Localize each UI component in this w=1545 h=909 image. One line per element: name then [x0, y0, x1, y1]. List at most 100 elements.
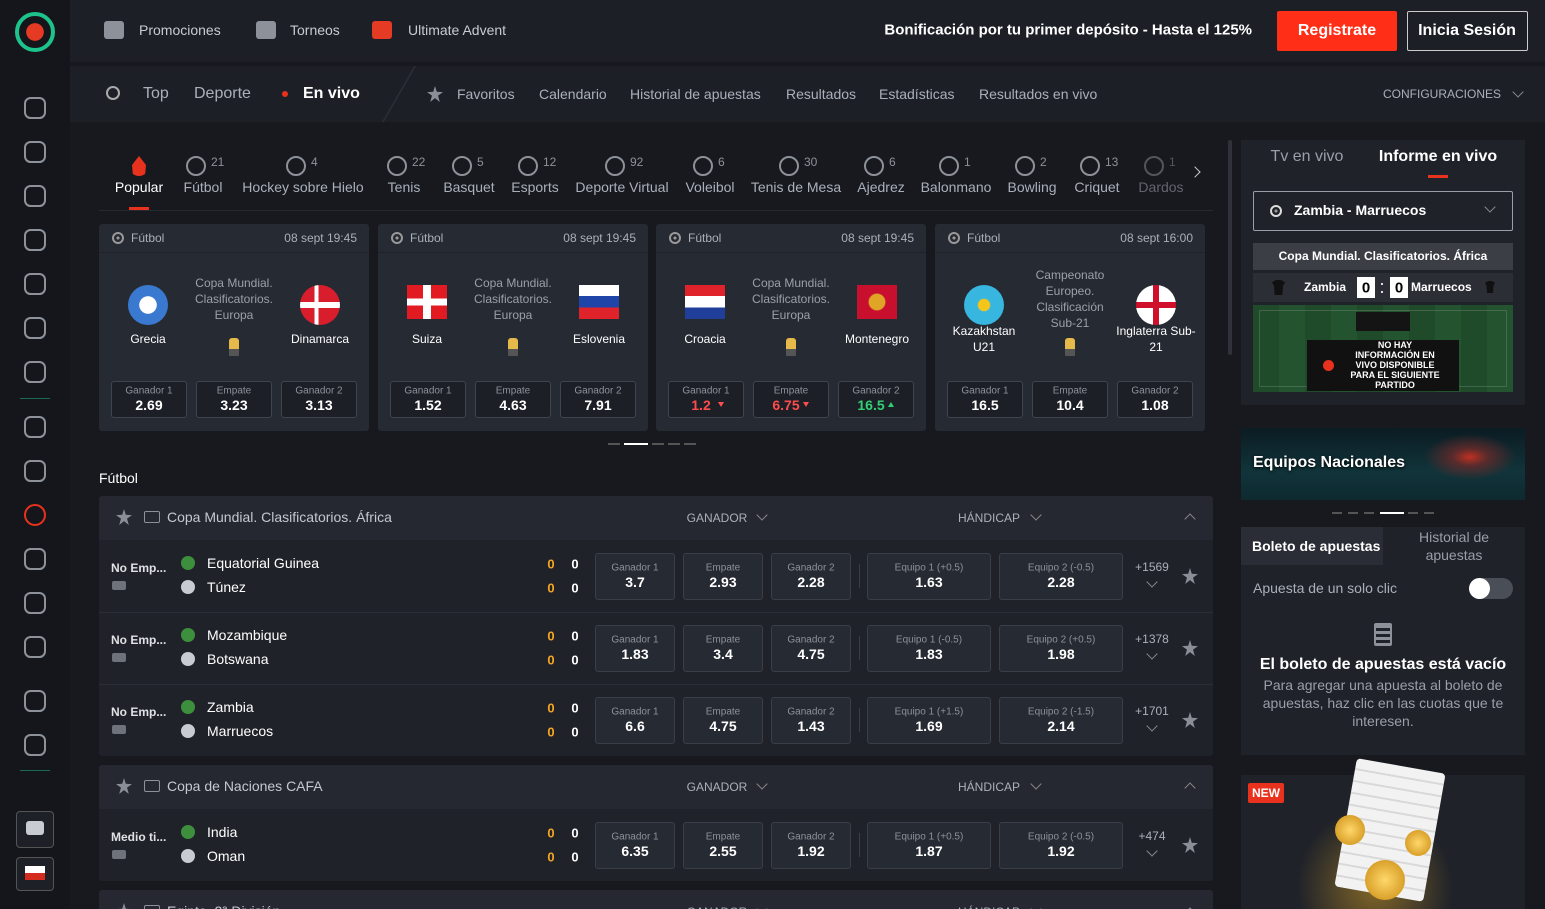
odds-button[interactable] — [595, 822, 675, 869]
odds-value[interactable]: 4.63 — [499, 397, 527, 413]
odds-value[interactable]: 1.83 — [915, 646, 943, 662]
subnav-link[interactable]: Favoritos — [457, 86, 515, 102]
login-label[interactable]: Inicia Sesión — [1418, 22, 1516, 39]
odds-button[interactable] — [999, 697, 1123, 744]
live-tab[interactable]: Tv en vivo — [1270, 148, 1344, 165]
star-icon[interactable] — [116, 903, 132, 909]
subnav-link[interactable]: Resultados — [786, 86, 857, 102]
sport-name[interactable]: Tenis de Mesa — [750, 179, 842, 195]
sport-icon[interactable] — [939, 156, 959, 176]
sport-icon[interactable] — [132, 156, 146, 176]
sport-name[interactable]: Fútbol — [183, 179, 223, 195]
odds-label[interactable]: Ganador 1 — [961, 385, 1009, 397]
sport-icon[interactable] — [1080, 156, 1100, 176]
nav-link[interactable]: Promociones — [139, 22, 221, 38]
odds-button[interactable] — [1117, 381, 1193, 418]
carousel-dot[interactable] — [1348, 512, 1358, 514]
sport-name[interactable]: Hockey sobre Hielo — [242, 179, 364, 195]
sidebar-icon[interactable] — [24, 636, 46, 658]
carousel-dot[interactable] — [1364, 512, 1374, 514]
subnav-link[interactable]: Historial de apuestas — [630, 86, 761, 102]
odds-button[interactable] — [560, 381, 636, 418]
sidebar-icon[interactable] — [24, 317, 46, 339]
team-name[interactable]: Zambia — [207, 699, 254, 715]
team-name[interactable]: Marruecos — [207, 723, 274, 739]
league-name[interactable]: Copa Mundial. Clasificatorios. África — [167, 509, 392, 525]
odds-label[interactable]: Equipo 2 (-0.5) — [1027, 562, 1095, 574]
odds-value[interactable]: 2.28 — [797, 574, 825, 590]
odds-button[interactable] — [771, 625, 851, 672]
odds-label[interactable]: Ganador 2 — [574, 385, 622, 397]
team-name[interactable]: Equatorial Guinea — [207, 555, 320, 571]
odds-label[interactable]: Empate — [705, 706, 741, 718]
sport-icon[interactable] — [452, 156, 472, 176]
odds-label[interactable]: Ganador 1 — [611, 562, 659, 574]
carousel-dot[interactable] — [1380, 512, 1404, 514]
carousel-dot[interactable] — [1332, 512, 1342, 514]
odds-value[interactable]: 3.23 — [220, 397, 248, 413]
odds-button[interactable] — [867, 625, 991, 672]
carousel-dot[interactable] — [624, 443, 648, 445]
odds-label[interactable]: Ganador 2 — [787, 706, 835, 718]
odds-label[interactable]: Ganador 1 — [611, 634, 659, 646]
sport-name[interactable]: Tenis — [387, 179, 421, 195]
odds-button[interactable] — [475, 381, 551, 418]
search-icon[interactable] — [106, 86, 120, 100]
league-name[interactable]: Copa de Naciones CAFA — [167, 778, 323, 794]
sport-name[interactable]: Popular — [114, 179, 164, 195]
odds-button[interactable] — [595, 697, 675, 744]
more-markets[interactable]: +1701 — [1135, 704, 1169, 718]
sidebar-icon[interactable] — [24, 690, 46, 712]
odds-label[interactable]: Equipo 2 (+0.5) — [1026, 634, 1096, 646]
sport-icon[interactable] — [518, 156, 538, 176]
sport-icon[interactable] — [186, 156, 206, 176]
odds-button[interactable] — [595, 553, 675, 600]
odds-value[interactable]: 2.69 — [135, 397, 163, 413]
team-name[interactable]: Oman — [207, 848, 246, 864]
odds-button[interactable] — [771, 553, 851, 600]
team-name[interactable]: Túnez — [207, 579, 246, 595]
subnav-main[interactable]: Top — [143, 85, 169, 102]
team-name[interactable]: Botswana — [207, 651, 269, 667]
live-tab[interactable]: Informe en vivo — [1378, 148, 1498, 165]
odds-value[interactable]: 6.35 — [621, 843, 649, 859]
odds-label[interactable]: Empate — [495, 385, 531, 397]
sport-icon[interactable] — [605, 156, 625, 176]
odds-value[interactable]: 16.5 — [857, 397, 885, 413]
odds-value[interactable]: 6.6 — [625, 718, 645, 734]
subnav-link[interactable]: Resultados en vivo — [979, 86, 1098, 102]
sport-name[interactable]: Bowling — [1007, 179, 1057, 195]
carousel-dot[interactable] — [1408, 512, 1418, 514]
odds-value[interactable]: 4.75 — [797, 646, 825, 662]
sport-icon[interactable] — [286, 156, 306, 176]
odds-label[interactable]: Equipo 1 (-0.5) — [895, 634, 963, 646]
match-select-label[interactable]: Zambia - Marruecos — [1294, 202, 1427, 218]
more-markets[interactable]: +474 — [1138, 829, 1166, 843]
sport-name[interactable]: Basquet — [443, 179, 495, 195]
sport-icon[interactable] — [1015, 156, 1035, 176]
odds-label[interactable]: Empate — [216, 385, 252, 397]
subnav-main[interactable]: Deporte — [194, 85, 251, 102]
sidebar-icon[interactable] — [24, 229, 46, 251]
odds-label[interactable]: Equipo 1 (+1.5) — [894, 706, 964, 718]
subnav-link[interactable]: Estadísticas — [879, 86, 955, 102]
sport-icon[interactable] — [1144, 156, 1164, 176]
odds-value[interactable]: 2.28 — [1047, 574, 1075, 590]
odds-button[interactable] — [771, 822, 851, 869]
odds-value[interactable]: 1.87 — [915, 843, 943, 859]
odds-button[interactable] — [111, 381, 187, 418]
odds-button[interactable] — [867, 822, 991, 869]
sidebar-icon[interactable] — [24, 592, 46, 614]
odds-button[interactable] — [999, 822, 1123, 869]
odds-value[interactable]: 1.98 — [1047, 646, 1075, 662]
odds-label[interactable]: Empate — [705, 634, 741, 646]
odds-label[interactable]: Empate — [705, 562, 741, 574]
odds-label[interactable]: Ganador 2 — [787, 634, 835, 646]
sport-name[interactable]: Esports — [511, 179, 559, 195]
odds-value[interactable]: 10.4 — [1056, 397, 1084, 413]
odds-button[interactable] — [999, 625, 1123, 672]
odds-button[interactable] — [1032, 381, 1108, 418]
sport-icon[interactable] — [693, 156, 713, 176]
odds-label[interactable]: Empate — [1052, 385, 1088, 397]
odds-value[interactable]: 1.2 — [691, 397, 711, 413]
